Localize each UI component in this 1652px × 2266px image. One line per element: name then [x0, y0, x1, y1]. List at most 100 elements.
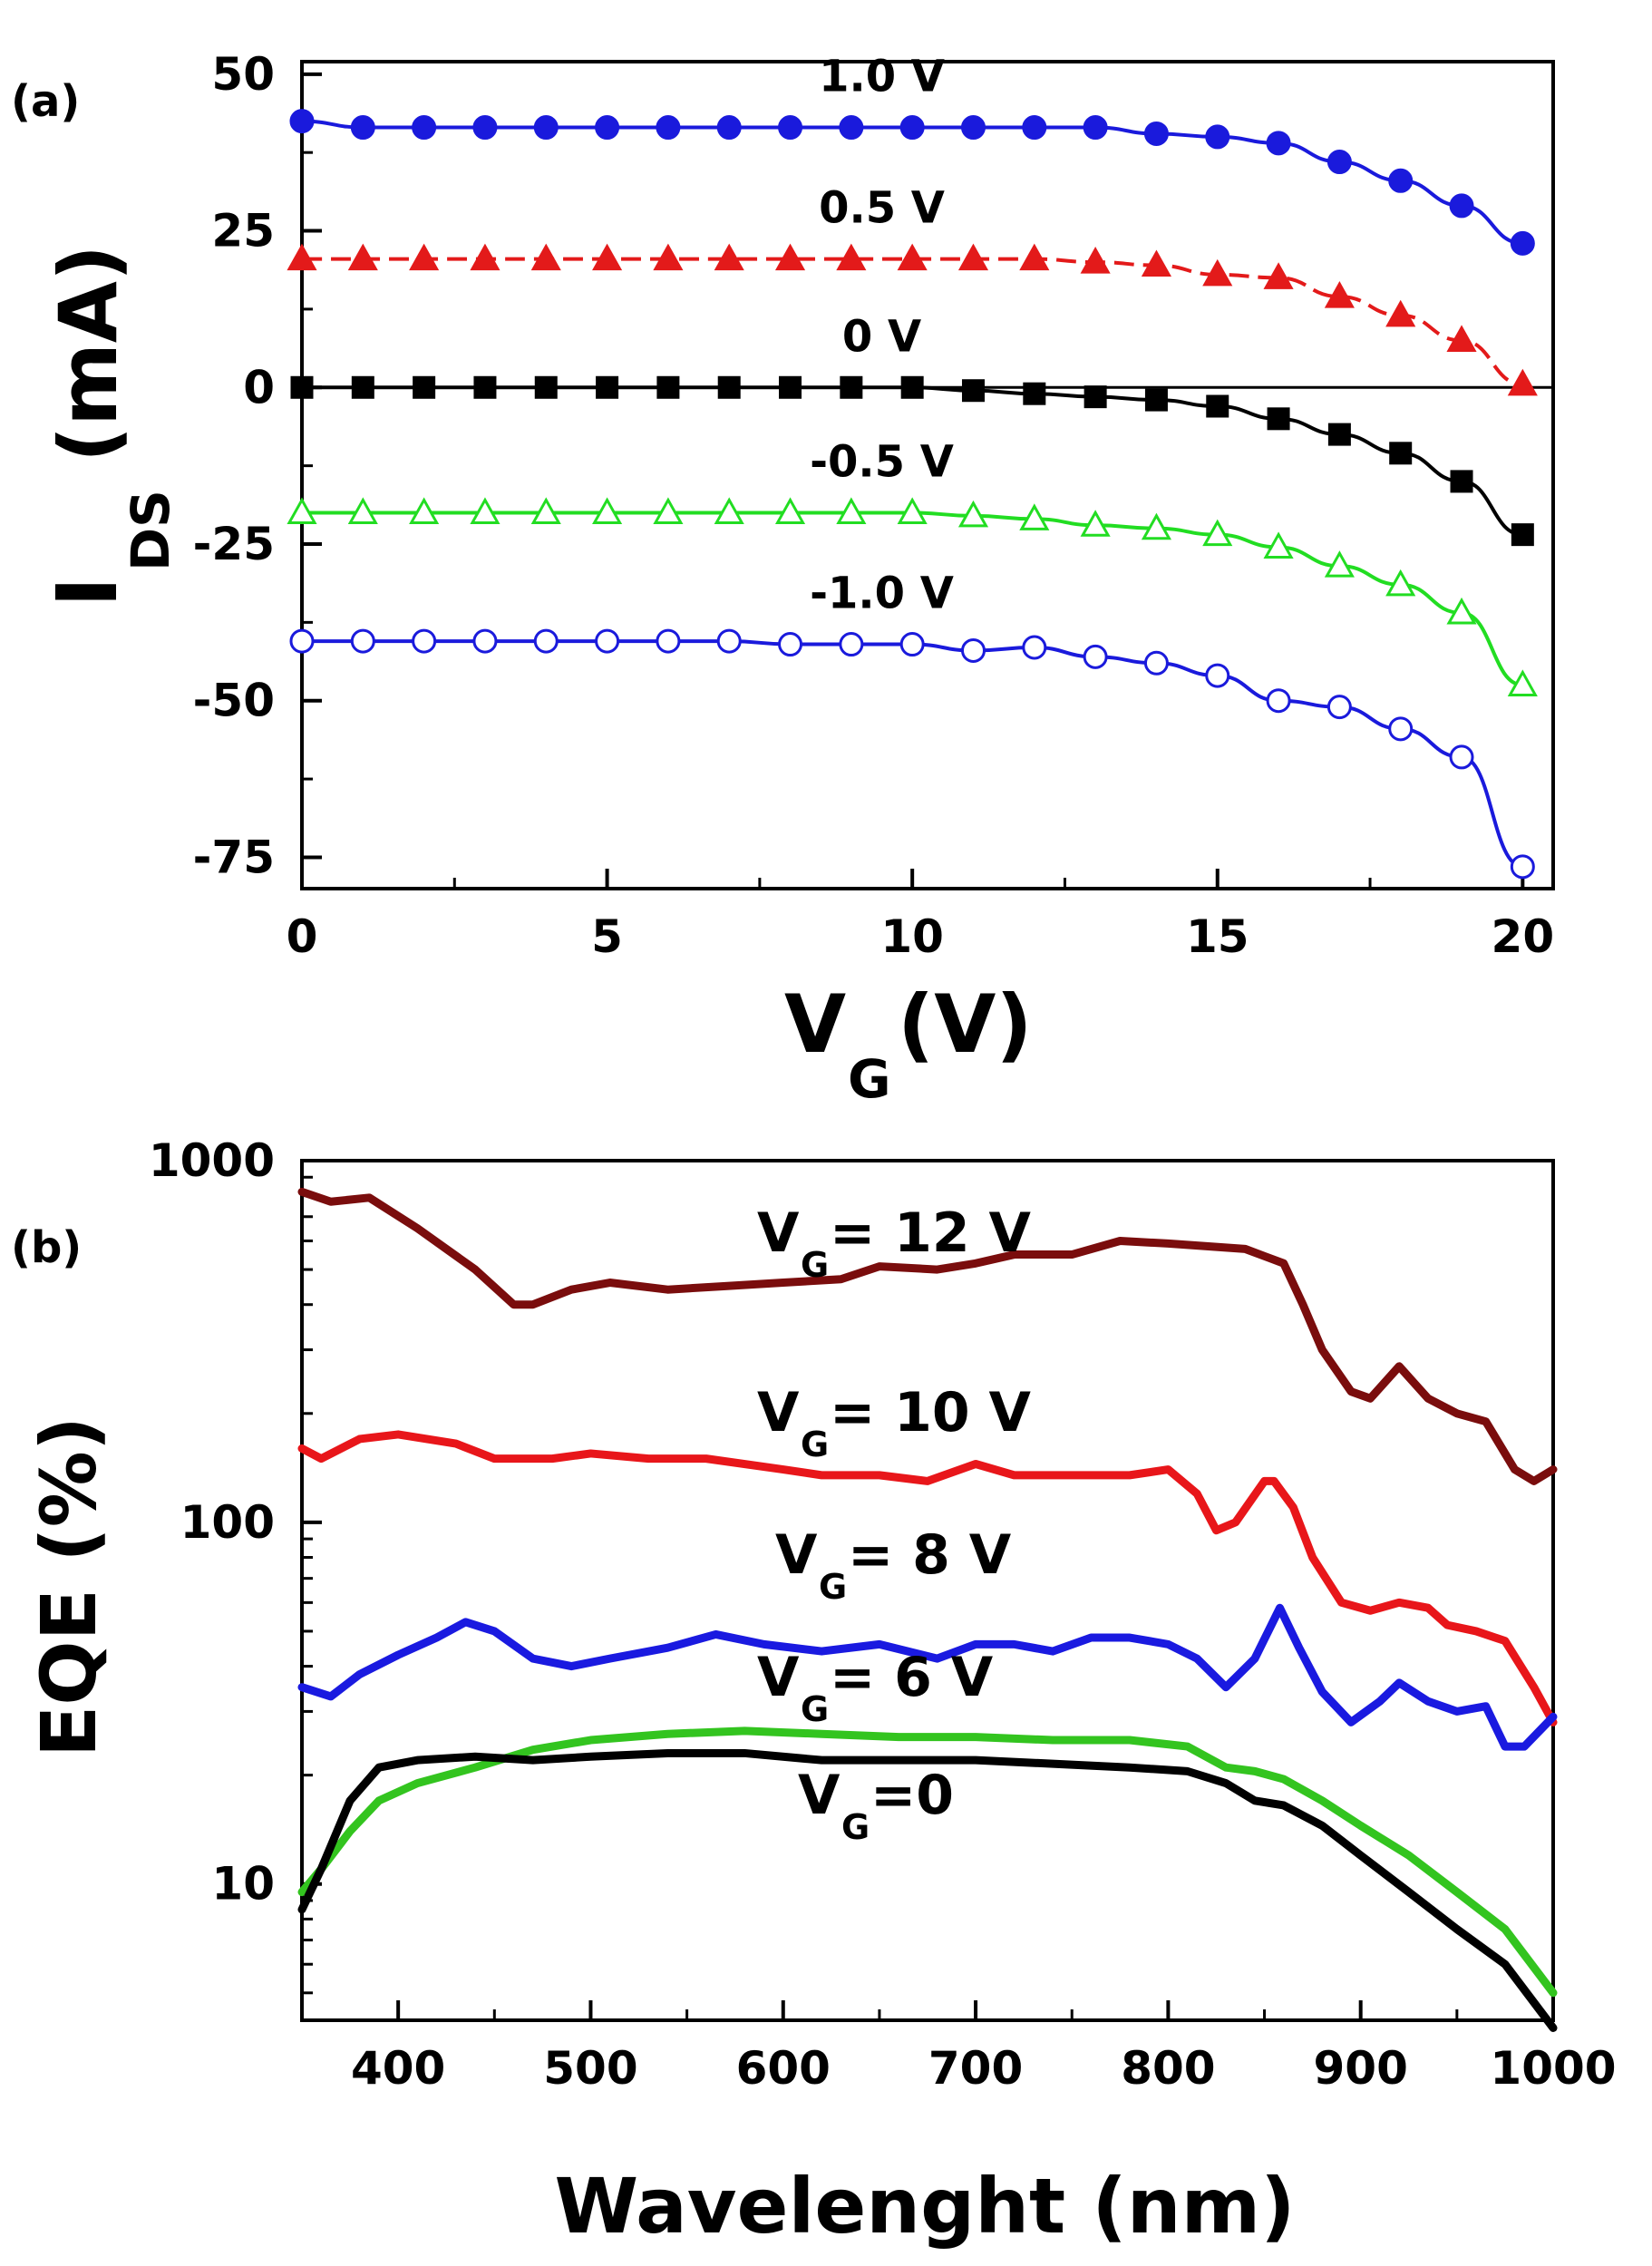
data-point: [350, 628, 375, 654]
panel-b-xlabel: Wavelenght (nm): [554, 2162, 1295, 2251]
data-point: [290, 375, 314, 399]
panel-a-xlabel-sub: G: [848, 1048, 891, 1110]
data-point: [1084, 385, 1107, 409]
y-tick-label: -75: [193, 831, 275, 883]
panel-a-xlabel-main: V: [784, 977, 846, 1071]
series-label: 0.5 V: [819, 183, 945, 234]
data-point: [351, 375, 374, 399]
series-line-4: [302, 639, 1523, 869]
data-point: [1266, 688, 1291, 714]
data-point: [1141, 512, 1171, 540]
panel-a: (a) 0 5 10 15 20 50 25 0 -25 -50 -75 1.0 V 0.5 V 0 V…: [11, 48, 1555, 1110]
data-point: [533, 628, 559, 654]
data-point: [1083, 115, 1108, 141]
data-point: [1507, 669, 1538, 696]
eqe-label-rest: = 6 V: [830, 1646, 994, 1709]
data-point: [1083, 644, 1108, 669]
x-tick-label: 20: [1492, 910, 1555, 963]
x-tick-label: 600: [736, 2042, 831, 2095]
data-point: [350, 115, 375, 141]
eqe-label-sub: G: [841, 1807, 870, 1847]
data-point: [960, 637, 986, 663]
data-point: [1022, 115, 1047, 141]
data-point: [289, 628, 315, 654]
data-point: [1385, 569, 1416, 597]
x-tick-label: 500: [543, 2042, 637, 2095]
eqe-label-rest: = 8 V: [848, 1523, 1012, 1587]
data-point: [595, 628, 620, 654]
eqe-label-main: V: [775, 1523, 818, 1587]
data-point: [473, 375, 497, 399]
data-point: [1263, 262, 1294, 289]
data-point: [1450, 470, 1473, 493]
x-tick-label: 10: [880, 910, 944, 963]
x-tick-label: 1000: [1490, 2042, 1616, 2095]
x-tick-label: 15: [1186, 910, 1249, 963]
data-point: [287, 497, 317, 524]
data-point: [472, 115, 498, 141]
x-tick-label: 900: [1314, 2042, 1408, 2095]
eqe-series-line-1: [297, 1430, 1558, 1726]
data-point: [1263, 531, 1294, 559]
eqe-series-label-1: V G = 10 V: [757, 1381, 1032, 1464]
data-point: [957, 500, 989, 528]
data-point: [1019, 243, 1050, 271]
data-point: [1144, 388, 1168, 412]
data-point: [470, 497, 500, 524]
data-point: [409, 243, 440, 271]
data-point: [836, 497, 867, 524]
data-point: [409, 497, 440, 524]
x-tick-label: 700: [928, 2042, 1023, 2095]
data-point: [470, 243, 500, 271]
series-label: -1.0 V: [810, 569, 954, 619]
data-point: [717, 375, 741, 399]
data-point: [897, 243, 928, 271]
data-point: [899, 115, 925, 141]
data-point: [412, 628, 437, 654]
panel-a-ylabel-main: I: [39, 577, 136, 608]
data-point: [287, 243, 317, 271]
data-point: [840, 375, 863, 399]
data-point: [839, 115, 864, 141]
data-point: [1449, 193, 1474, 219]
panel-a-ylabel-sub: DS: [120, 490, 181, 571]
x-tick-label: 5: [591, 910, 623, 963]
data-point: [1023, 382, 1046, 405]
data-point: [716, 115, 742, 141]
series-label: 0 V: [842, 311, 921, 362]
data-point: [1510, 854, 1535, 880]
data-point: [412, 115, 437, 141]
data-point: [1324, 281, 1355, 308]
data-point: [347, 243, 378, 271]
data-point: [1510, 230, 1535, 256]
data-point: [289, 109, 315, 134]
data-point: [1511, 523, 1534, 547]
y-tick-label: -50: [193, 675, 275, 727]
eqe-label-main: V: [757, 1201, 800, 1265]
x-tick-label: 800: [1121, 2042, 1215, 2095]
series-label: -0.5 V: [810, 436, 954, 487]
data-point: [592, 243, 623, 271]
panel-a-plot-frame: [300, 60, 1555, 890]
data-point: [1388, 168, 1414, 193]
data-point: [1202, 258, 1233, 287]
eqe-series-label-4: V G =0: [798, 1764, 954, 1847]
data-point: [653, 497, 684, 524]
data-point: [778, 632, 803, 657]
series-line-1: [302, 257, 1523, 386]
data-point: [530, 497, 561, 524]
data-point: [716, 628, 742, 654]
data-point: [1388, 716, 1414, 742]
y-tick-label: 0: [243, 361, 275, 413]
data-point: [656, 115, 681, 141]
panel-a-ylabel-unit: (mA): [42, 245, 135, 462]
panel-b-plot-frame: [300, 1159, 1555, 2022]
y-tick-label: 50: [211, 48, 275, 101]
panel-a-label: (a): [11, 76, 80, 127]
eqe-label-sub: G: [801, 1689, 829, 1729]
data-point: [779, 375, 802, 399]
data-point: [1143, 650, 1169, 676]
data-point: [1205, 124, 1230, 150]
